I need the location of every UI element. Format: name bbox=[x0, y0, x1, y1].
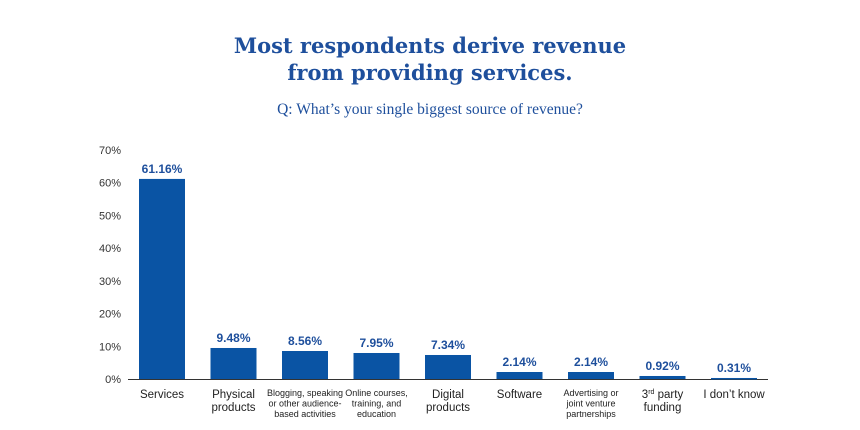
x-tick-label: Software bbox=[497, 389, 542, 401]
chart-title: Most respondents derive revenue from pro… bbox=[0, 32, 860, 86]
data-label: 7.34% bbox=[431, 338, 465, 352]
y-tick-label: 70% bbox=[99, 145, 121, 157]
x-tick-label: products bbox=[211, 402, 255, 414]
x-tick-label: education bbox=[357, 409, 396, 419]
data-label: 0.31% bbox=[717, 361, 751, 375]
data-label: 2.14% bbox=[502, 355, 536, 369]
x-tick-label: Online courses, bbox=[345, 388, 408, 398]
x-tick-label: partnerships bbox=[566, 409, 616, 419]
bar bbox=[425, 354, 471, 379]
x-tick-label: 3rd party bbox=[642, 389, 684, 401]
bar bbox=[139, 178, 185, 379]
x-tick-label: Services bbox=[140, 389, 184, 401]
y-tick-label: 50% bbox=[99, 210, 121, 222]
x-tick-label: Physical bbox=[212, 389, 255, 401]
y-tick-label: 10% bbox=[99, 341, 121, 353]
x-tick-label: joint venture bbox=[565, 399, 615, 409]
bar bbox=[353, 352, 400, 379]
y-tick-label: 20% bbox=[99, 309, 121, 321]
data-label: 61.16% bbox=[142, 162, 183, 176]
y-tick-label: 30% bbox=[99, 276, 121, 288]
y-tick-label: 0% bbox=[105, 374, 121, 386]
x-tick-label: training, and bbox=[352, 399, 402, 409]
chart-title-line-2: from providing services. bbox=[287, 60, 573, 85]
data-label: 0.92% bbox=[645, 359, 679, 373]
data-label: 9.48% bbox=[216, 331, 250, 345]
data-label: 8.56% bbox=[288, 334, 322, 348]
x-tick-label: I don’t know bbox=[703, 389, 765, 401]
x-tick-label: based activities bbox=[274, 409, 336, 419]
x-tick-label: funding bbox=[644, 402, 682, 414]
x-tick-label: or other audience- bbox=[268, 399, 341, 409]
bar bbox=[711, 377, 757, 380]
y-tick-label: 40% bbox=[99, 243, 121, 255]
data-label: 7.95% bbox=[359, 336, 393, 350]
bar bbox=[496, 371, 543, 379]
x-tick-label: Blogging, speaking bbox=[267, 388, 343, 398]
x-tick-label: Advertising or bbox=[563, 388, 618, 398]
x-tick-label: Digital bbox=[432, 389, 464, 401]
bar bbox=[210, 347, 257, 379]
chart-title-line-1: Most respondents derive revenue bbox=[233, 33, 627, 58]
chart-subtitle-question: Q: What’s your single biggest source of … bbox=[277, 101, 583, 118]
data-label: 2.14% bbox=[574, 355, 608, 369]
bar bbox=[568, 371, 614, 379]
y-tick-label: 60% bbox=[99, 178, 121, 190]
x-tick-label: products bbox=[426, 402, 470, 414]
bar bbox=[639, 375, 686, 379]
bar bbox=[282, 350, 328, 379]
